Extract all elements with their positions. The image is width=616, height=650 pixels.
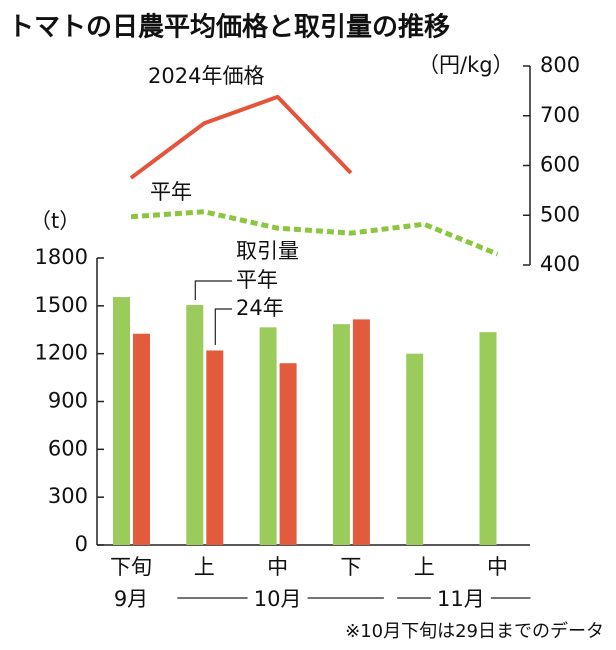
bar [186, 305, 204, 545]
legend-title: 取引量 [236, 239, 299, 263]
x-tick-label: 下 [340, 555, 361, 579]
y-tick-label: 1500 [35, 293, 88, 317]
bar [332, 324, 350, 545]
y-tick-label: 1800 [35, 245, 88, 269]
y-tick-label: 0 [75, 532, 88, 556]
bar [259, 327, 277, 545]
y-tick-label: 900 [48, 389, 88, 413]
bar [279, 363, 297, 545]
line-label: 2024年価格 [148, 64, 264, 88]
y2-tick-label: 400 [540, 252, 580, 276]
bar [206, 350, 224, 545]
y2-tick-label: 600 [540, 153, 580, 177]
group-label-bg [247, 585, 308, 611]
line-label: 平年 [150, 180, 192, 204]
group-label: 9月 [114, 587, 148, 611]
group-label-bg [430, 585, 491, 611]
legend-entry: 平年 [236, 268, 278, 292]
legend-leader [194, 280, 232, 300]
y2-tick-label: 800 [540, 53, 580, 77]
bar [133, 333, 150, 545]
legend-entry: 24年 [236, 296, 284, 320]
y2-tick-label: 500 [540, 202, 580, 226]
y-unit: （t） [30, 209, 80, 233]
price-line [129, 94, 353, 180]
group-label: 10月 [254, 587, 302, 611]
y2-tick-label: 700 [540, 103, 580, 127]
bar [352, 319, 370, 545]
x-tick-label: 中 [267, 555, 288, 579]
y-tick-label: 600 [48, 436, 88, 460]
chart-title: トマトの日農平均価格と取引量の推移 [8, 12, 450, 43]
price-line [130, 209, 499, 257]
bar [113, 297, 130, 545]
y-tick-label: 300 [48, 484, 88, 508]
note: ※10月下旬は29日までのデータ [345, 621, 604, 642]
legend-leader [214, 308, 232, 345]
x-tick-label: 中 [487, 555, 508, 579]
y-tick-label: 1200 [35, 341, 88, 365]
x-tick-label: 上 [194, 555, 215, 579]
group-label: 11月 [437, 587, 485, 611]
x-tick-label: 下旬 [110, 555, 152, 579]
bar [479, 332, 497, 545]
x-tick-label: 上 [414, 555, 435, 579]
y2-unit: （円/kg） [418, 53, 514, 77]
bar [406, 353, 424, 545]
